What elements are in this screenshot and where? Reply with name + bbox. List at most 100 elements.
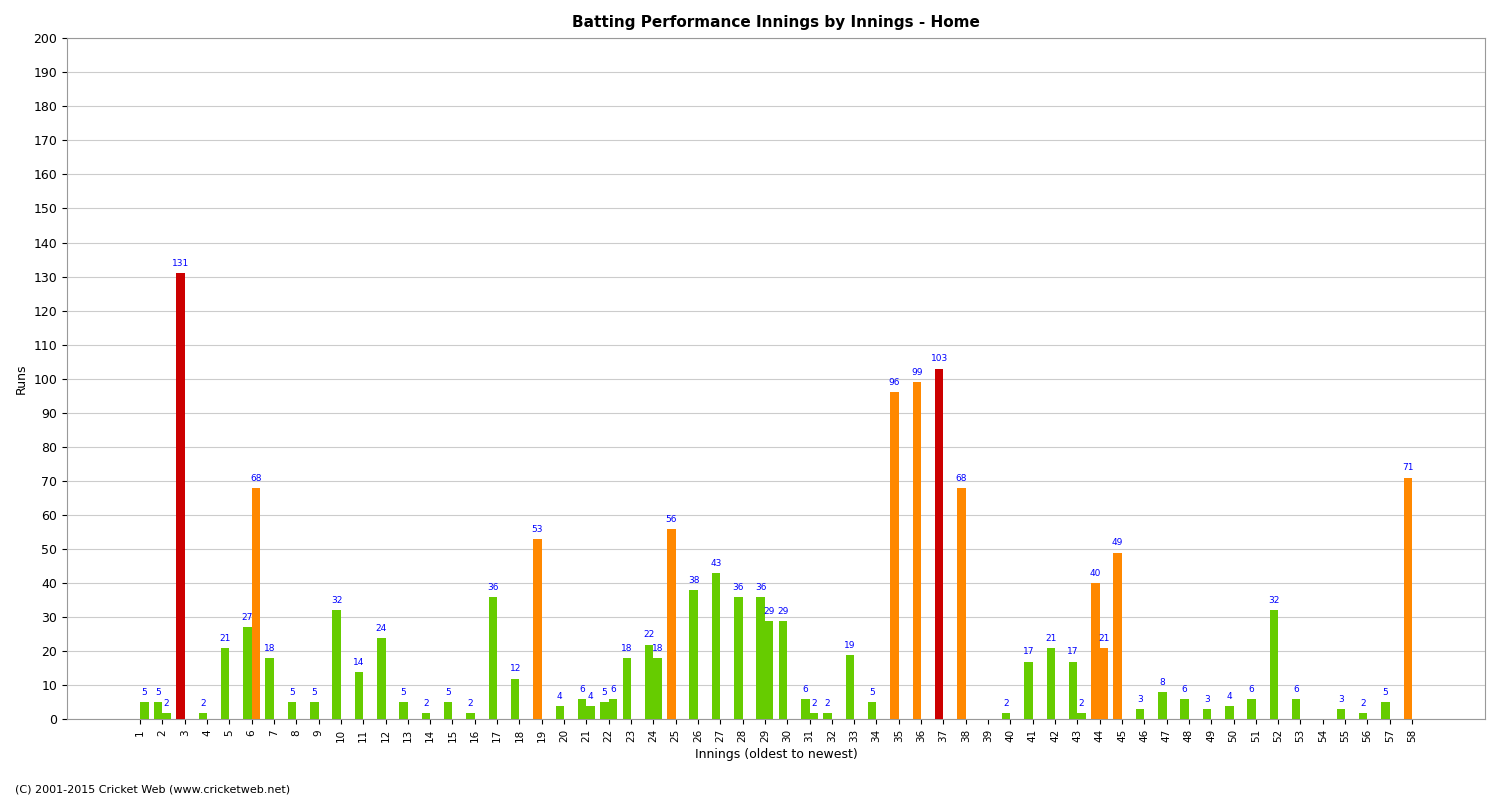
Text: 5: 5 <box>141 688 147 698</box>
Text: 6: 6 <box>1248 685 1254 694</box>
Text: 5: 5 <box>1383 688 1389 698</box>
Text: 5: 5 <box>156 688 160 698</box>
Text: 3: 3 <box>1137 695 1143 704</box>
Text: 4: 4 <box>588 692 594 701</box>
Bar <box>891 393 898 719</box>
Text: 53: 53 <box>532 525 543 534</box>
Text: 36: 36 <box>488 582 498 592</box>
Bar <box>1070 662 1077 719</box>
Text: 5: 5 <box>602 688 608 698</box>
Text: 131: 131 <box>172 259 189 268</box>
Text: 2: 2 <box>1078 698 1084 707</box>
Bar <box>1180 699 1190 719</box>
Text: 5: 5 <box>312 688 316 698</box>
Bar <box>846 654 853 719</box>
Bar <box>512 678 519 719</box>
Text: 3: 3 <box>1204 695 1210 704</box>
Text: 18: 18 <box>621 644 633 653</box>
Bar <box>1203 710 1210 719</box>
Bar <box>1269 610 1278 719</box>
Text: 18: 18 <box>652 644 663 653</box>
Bar <box>957 488 966 719</box>
Bar <box>622 658 632 719</box>
Bar <box>1100 648 1108 719</box>
Bar <box>176 273 184 719</box>
Text: 29: 29 <box>777 606 789 615</box>
Bar <box>645 645 654 719</box>
Bar <box>140 702 148 719</box>
Bar <box>376 638 386 719</box>
Bar <box>586 706 596 719</box>
Text: 36: 36 <box>754 582 766 592</box>
Bar <box>1158 692 1167 719</box>
Bar <box>162 713 171 719</box>
Bar <box>1002 713 1011 719</box>
Bar <box>422 713 430 719</box>
Text: 24: 24 <box>375 623 387 633</box>
Bar <box>252 488 260 719</box>
Bar <box>778 621 788 719</box>
Text: 2: 2 <box>1004 698 1010 707</box>
Text: 56: 56 <box>666 514 676 523</box>
Text: 5: 5 <box>290 688 296 698</box>
Bar <box>734 597 742 719</box>
Text: 17: 17 <box>1023 647 1034 657</box>
Bar <box>868 702 876 719</box>
Bar <box>578 699 586 719</box>
Text: 3: 3 <box>1338 695 1344 704</box>
Bar <box>444 702 453 719</box>
Text: 6: 6 <box>1182 685 1188 694</box>
Bar <box>934 369 944 719</box>
Bar <box>810 713 818 719</box>
Text: 2: 2 <box>812 698 816 707</box>
Bar <box>1136 710 1144 719</box>
Text: 103: 103 <box>930 354 948 363</box>
Bar <box>489 597 496 719</box>
Bar <box>801 699 810 719</box>
Bar <box>1077 713 1086 719</box>
Text: 71: 71 <box>1402 463 1413 473</box>
Text: 18: 18 <box>264 644 276 653</box>
Text: 21: 21 <box>1098 634 1110 643</box>
Bar <box>756 597 765 719</box>
Bar <box>333 610 340 719</box>
Text: 6: 6 <box>610 685 616 694</box>
Text: 2: 2 <box>1360 698 1366 707</box>
Bar <box>600 702 609 719</box>
Bar <box>266 658 274 719</box>
Text: 8: 8 <box>1160 678 1166 687</box>
Text: 68: 68 <box>251 474 261 482</box>
Text: 2: 2 <box>468 698 474 707</box>
Text: 5: 5 <box>446 688 452 698</box>
Text: 4: 4 <box>1227 692 1232 701</box>
Bar <box>1226 706 1233 719</box>
Text: 5: 5 <box>870 688 874 698</box>
Text: 36: 36 <box>732 582 744 592</box>
X-axis label: Innings (oldest to newest): Innings (oldest to newest) <box>694 748 858 761</box>
Bar <box>399 702 408 719</box>
Bar <box>356 672 363 719</box>
Bar <box>1047 648 1054 719</box>
Bar <box>1359 713 1368 719</box>
Text: 6: 6 <box>1293 685 1299 694</box>
Text: 43: 43 <box>711 559 722 568</box>
Text: 5: 5 <box>400 688 406 698</box>
Text: 32: 32 <box>1269 596 1280 606</box>
Text: 29: 29 <box>764 606 776 615</box>
Text: 14: 14 <box>354 658 364 666</box>
Bar <box>668 529 675 719</box>
Text: 22: 22 <box>644 630 654 639</box>
Bar <box>220 648 230 719</box>
Text: 2: 2 <box>825 698 831 707</box>
Bar <box>555 706 564 719</box>
Bar <box>1248 699 1256 719</box>
Text: 2: 2 <box>200 698 206 707</box>
Text: 21: 21 <box>219 634 231 643</box>
Bar <box>1113 553 1122 719</box>
Bar <box>243 627 252 719</box>
Text: 17: 17 <box>1068 647 1078 657</box>
Text: 21: 21 <box>1046 634 1056 643</box>
Text: 99: 99 <box>910 368 922 377</box>
Text: 27: 27 <box>242 614 254 622</box>
Text: 6: 6 <box>802 685 808 694</box>
